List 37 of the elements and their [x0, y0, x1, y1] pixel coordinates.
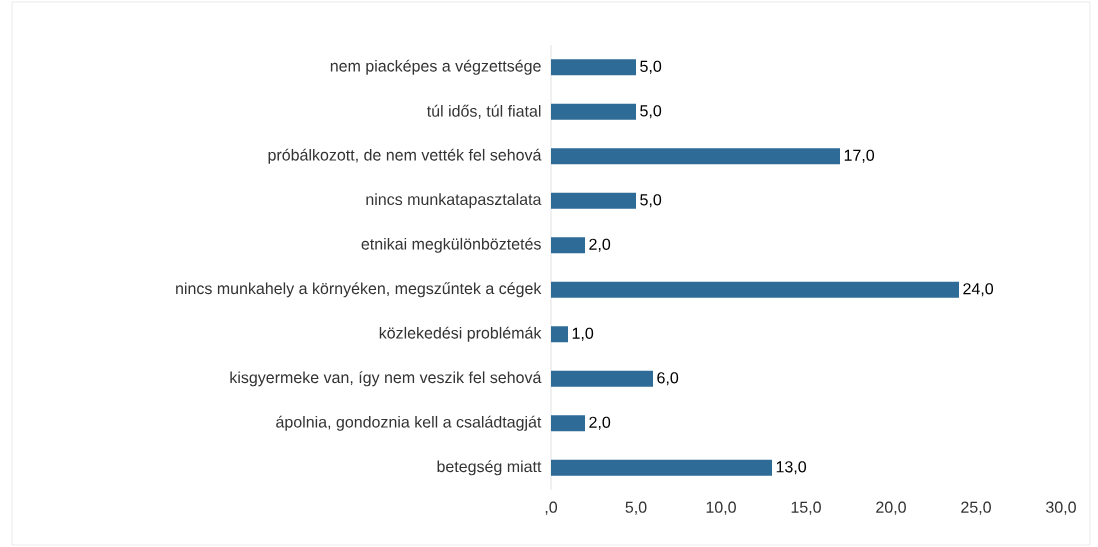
data-label: 24,0	[963, 283, 994, 297]
x-tick-label: 30,0	[1046, 501, 1076, 515]
x-tick-label: 5,0	[625, 501, 647, 515]
bar	[551, 370, 653, 387]
y-tick-label: kisgyermeke van, így nem veszik fel sehová	[230, 371, 542, 387]
data-label: 5,0	[640, 60, 662, 74]
data-label: 1,0	[572, 327, 594, 341]
y-tick-label: nem piacképes a végzettsége	[330, 59, 541, 75]
bar	[551, 148, 840, 165]
bar	[551, 59, 636, 76]
y-tick-label: nincs munkatapasztalata	[366, 193, 542, 209]
y-tick-label: nincs munkahely a környéken, megszűntek a cégek	[176, 282, 542, 298]
y-tick-label: betegség miatt	[437, 460, 542, 476]
y-tick-label: próbálkozott, de nem vették fel sehová	[268, 148, 542, 164]
y-tick-label: ápolnia, gondoznia kell a családtagját	[276, 415, 542, 431]
bar	[551, 103, 636, 120]
data-label: 5,0	[640, 194, 662, 208]
data-label: 5,0	[640, 105, 662, 119]
bar	[551, 459, 772, 476]
data-label: 13,0	[776, 461, 807, 475]
y-tick-label: etnikai megkülönböztetés	[361, 237, 541, 253]
bar	[551, 237, 585, 254]
x-tick-label: 25,0	[961, 501, 991, 515]
bar	[551, 192, 636, 209]
data-label: 17,0	[844, 149, 875, 163]
x-tick-label: 20,0	[876, 501, 906, 515]
data-label: 6,0	[657, 372, 679, 386]
x-tick-label: 15,0	[791, 501, 821, 515]
data-label: 2,0	[589, 238, 611, 252]
y-tick-label: közlekedési problémák	[379, 326, 542, 342]
x-tick-label: 10,0	[706, 501, 736, 515]
x-tick-label: ,0	[545, 501, 558, 515]
bar	[551, 415, 585, 432]
data-label: 2,0	[589, 416, 611, 430]
y-tick-label: túl idős, túl fiatal	[426, 104, 541, 119]
bar	[551, 281, 959, 298]
bar	[551, 326, 568, 343]
